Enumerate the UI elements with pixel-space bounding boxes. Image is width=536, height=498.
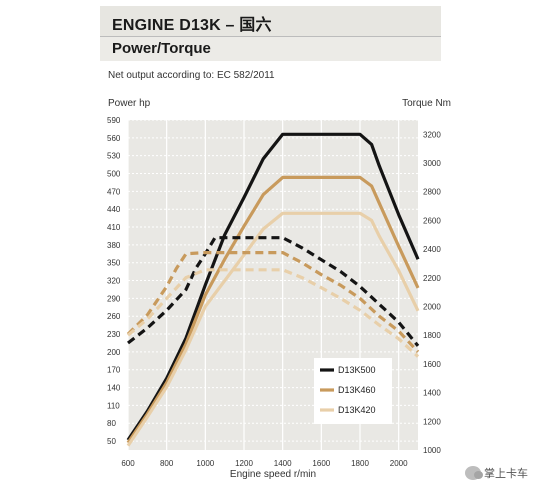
y-tick-label-left: 410 bbox=[107, 223, 121, 232]
legend-label: D13K460 bbox=[338, 385, 376, 395]
y-tick-label-left: 500 bbox=[107, 170, 121, 179]
legend-label: D13K420 bbox=[338, 405, 376, 415]
y-axis-right-title: Torque Nm bbox=[402, 98, 451, 109]
watermark-text: 掌上卡车 bbox=[484, 468, 528, 480]
y-ticks-right: 1000 1200 1400 1600 1800 2000 2200 2400 2600 2800… bbox=[423, 130, 441, 455]
y-tick-label-left: 170 bbox=[107, 366, 121, 375]
x-tick-label: 2000 bbox=[390, 459, 408, 468]
y-tick-label-left: 110 bbox=[107, 401, 120, 410]
y-tick-label-left: 350 bbox=[107, 259, 121, 268]
y-tick-label-left: 50 bbox=[107, 437, 116, 446]
y-tick-label-left: 590 bbox=[107, 116, 121, 125]
y-tick-label-right: 1600 bbox=[423, 360, 441, 369]
wechat-icon bbox=[465, 466, 483, 480]
x-tick-label: 1400 bbox=[274, 459, 292, 468]
y-tick-label-right: 2200 bbox=[423, 274, 441, 283]
y-tick-label-left: 440 bbox=[107, 205, 121, 214]
x-tick-label: 1600 bbox=[312, 459, 330, 468]
page-subtitle: Power/Torque bbox=[112, 40, 211, 57]
y-axis-left-title: Power hp bbox=[108, 98, 151, 109]
power-line-d13k460 bbox=[126, 251, 420, 353]
y-tick-label-right: 1800 bbox=[423, 331, 441, 340]
y-tick-label-right: 2800 bbox=[423, 188, 441, 197]
y-tick-label-right: 2600 bbox=[423, 216, 441, 225]
y-tick-label-left: 230 bbox=[107, 330, 121, 339]
x-tick-label: 600 bbox=[121, 459, 135, 468]
y-tick-label-left: 80 bbox=[107, 419, 116, 428]
y-tick-label-left: 140 bbox=[107, 384, 121, 393]
y-tick-label-left: 320 bbox=[107, 277, 121, 286]
x-ticks: 600 800 1000 1200 1400 1600 1800 2000 bbox=[121, 459, 408, 468]
x-tick-label: 1200 bbox=[235, 459, 253, 468]
title-band: ENGINE D13K – 国六 bbox=[100, 6, 441, 36]
y-tick-label-right: 1200 bbox=[423, 417, 441, 426]
series-lines bbox=[126, 132, 420, 447]
torque-line-d13k420 bbox=[126, 211, 420, 447]
legend-label: D13K500 bbox=[338, 365, 376, 375]
x-tick-label: 1800 bbox=[351, 459, 369, 468]
y-tick-label-left: 560 bbox=[107, 134, 121, 143]
net-output-note: Net output according to: EC 582/2011 bbox=[108, 70, 275, 81]
y-tick-label-left: 530 bbox=[107, 152, 121, 161]
y-tick-label-left: 200 bbox=[107, 348, 121, 357]
y-tick-label-right: 3000 bbox=[423, 159, 441, 168]
y-tick-label-right: 2000 bbox=[423, 303, 441, 312]
power-line-d13k420 bbox=[126, 268, 420, 358]
torque-line-d13k460 bbox=[126, 175, 420, 444]
torque-line-d13k500 bbox=[126, 132, 420, 441]
subtitle-band: Power/Torque bbox=[100, 36, 441, 61]
x-tick-label: 800 bbox=[160, 459, 174, 468]
y-ticks-left: 50 80 110 140 170 200 230 260 290 320 350 380 410 440… bbox=[107, 116, 121, 446]
y-tick-label-right: 2400 bbox=[423, 245, 441, 254]
y-tick-label-left: 470 bbox=[107, 187, 121, 196]
page-title: ENGINE D13K – 国六 bbox=[112, 17, 272, 34]
legend: D13K500 D13K460 D13K420 bbox=[314, 358, 392, 424]
y-tick-label-left: 290 bbox=[107, 294, 121, 303]
x-axis-title: Engine speed r/min bbox=[230, 469, 316, 480]
y-tick-label-right: 3200 bbox=[423, 130, 441, 139]
y-tick-label-left: 380 bbox=[107, 241, 121, 250]
power-line-d13k500 bbox=[127, 236, 420, 347]
x-tick-label: 1000 bbox=[196, 459, 214, 468]
y-tick-label-right: 1000 bbox=[423, 446, 441, 455]
y-tick-label-right: 1400 bbox=[423, 389, 441, 398]
y-tick-label-left: 260 bbox=[107, 312, 121, 321]
watermark: 掌上卡车 bbox=[465, 465, 528, 481]
